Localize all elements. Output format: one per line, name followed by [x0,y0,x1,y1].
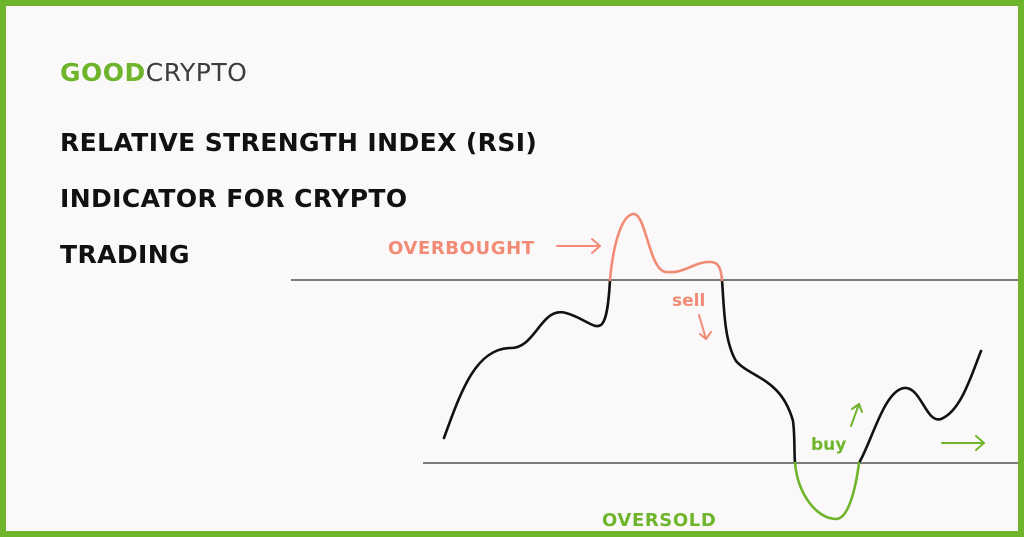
oversold-label: OVERSOLD [602,510,716,531]
buy-label: buy [811,435,846,455]
rsi-curve-neutral-middle [720,278,797,465]
rsi-curve-overbought [608,212,724,282]
headline-line-2: INDICATOR FOR CRYPTO [60,184,408,213]
headline-line-3: TRADING [60,240,190,269]
sell-label: sell [672,291,705,311]
rsi-curve-neutral-left [442,278,612,440]
banner: GOODCRYPTO RELATIVE STRENGTH INDEX (RSI)… [6,6,1018,531]
rsi-curve-oversold [793,461,861,521]
headline-line-1: RELATIVE STRENGTH INDEX (RSI) [60,128,538,157]
sell-arrow-icon [698,314,712,340]
buy-arrow-icon [850,403,863,427]
trend-arrow-icon [941,435,985,451]
rsi-diagram: OVERBOUGHT sell buy OVERSOLD [291,212,1018,531]
overbought-label: OVERBOUGHT [388,238,535,259]
goodcrypto-logo: GOODCRYPTO [60,58,247,87]
headline: RELATIVE STRENGTH INDEX (RSI) INDICATOR … [60,115,537,283]
overbought-arrow-icon [556,238,601,254]
logo-crypto-text: CRYPTO [145,58,248,87]
rsi-curve-neutral-right [857,349,983,465]
logo-good-text: GOOD [60,58,146,87]
